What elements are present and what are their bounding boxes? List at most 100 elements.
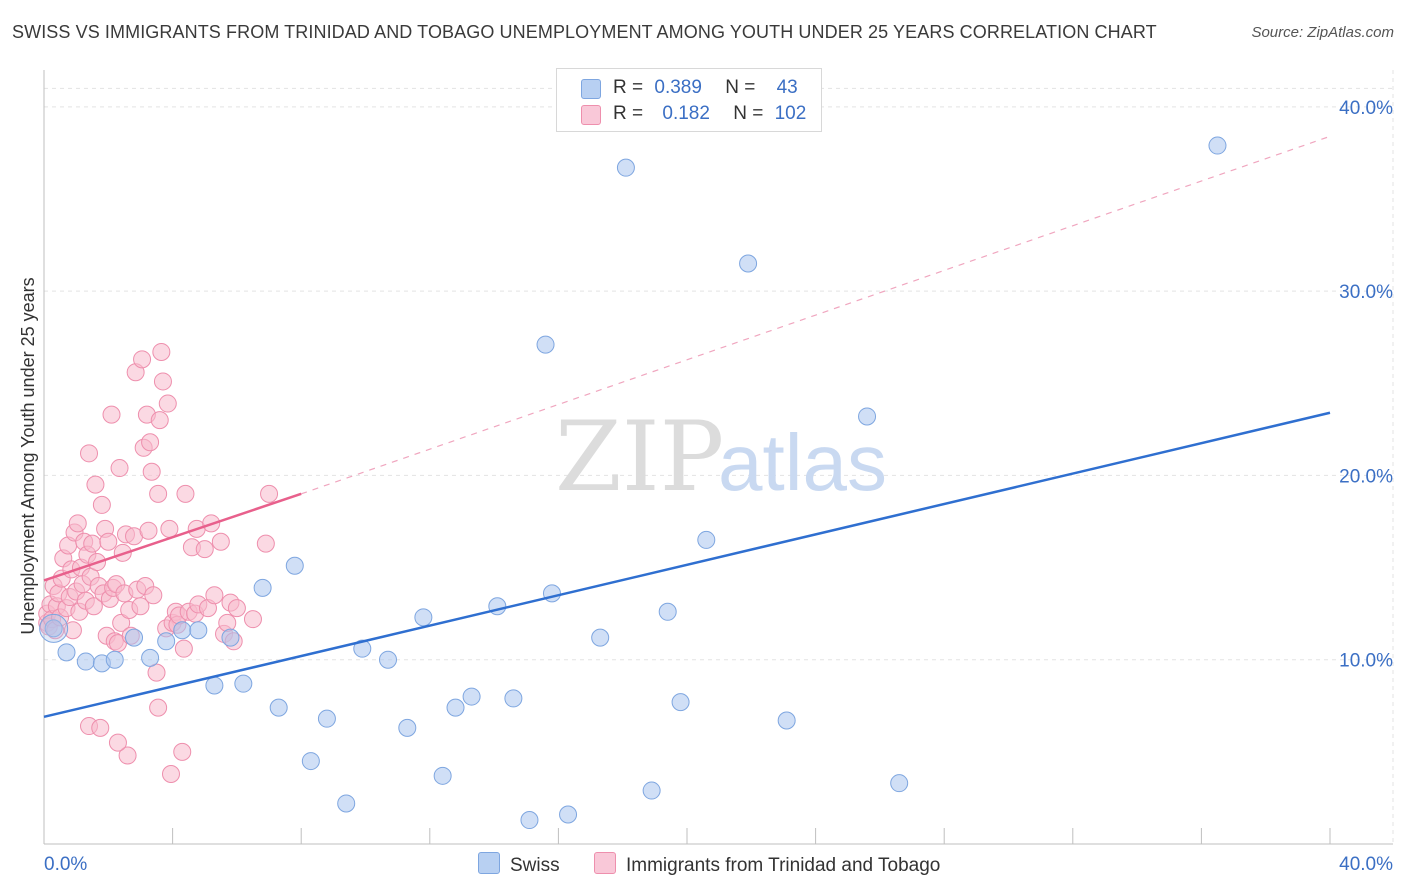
swiss-point xyxy=(253,578,272,597)
immigrants-point xyxy=(102,405,121,424)
swiss-point xyxy=(739,254,758,273)
swiss-point xyxy=(414,608,433,627)
immigrants-point xyxy=(144,586,163,605)
swiss-point xyxy=(462,687,481,706)
swiss-point xyxy=(44,619,63,638)
immigrants-point xyxy=(86,475,105,494)
swiss-point xyxy=(141,648,160,667)
y-axis-label: Unemployment Among Youth under 25 years xyxy=(18,277,38,634)
swiss-point xyxy=(57,643,76,662)
swiss-point xyxy=(616,158,635,177)
immigrants-point xyxy=(195,540,214,559)
immigrants-point xyxy=(91,718,110,737)
y-tick-label: 30.0% xyxy=(1339,282,1393,303)
immigrants-point xyxy=(152,342,171,361)
legend-r-label: R = xyxy=(613,103,644,124)
legend-n-label: N = xyxy=(725,77,756,98)
swiss-point xyxy=(658,602,677,621)
immigrants-point xyxy=(176,484,195,503)
swiss-point xyxy=(379,650,398,669)
correlation-legend: R = 0.389 N = 43 R = 0.182 N = 102 xyxy=(556,68,822,132)
immigrants-point xyxy=(153,372,172,391)
legend-n-label: N = xyxy=(733,103,764,124)
y-tick-label: 20.0% xyxy=(1339,466,1393,487)
immigrants-point xyxy=(80,444,99,463)
immigrants-point xyxy=(161,764,180,783)
x-tick-label-max: 40.0% xyxy=(1339,854,1393,875)
series-immigrants-points xyxy=(38,342,279,783)
swiss-point xyxy=(777,711,796,730)
immigrants-point xyxy=(160,519,179,538)
immigrants-point xyxy=(149,484,168,503)
immigrants-point xyxy=(110,459,129,478)
axes xyxy=(43,70,1393,845)
immigrants-point xyxy=(99,532,118,551)
immigrants-point xyxy=(158,394,177,413)
swiss-point xyxy=(559,805,578,824)
swiss-point xyxy=(398,718,417,737)
immigrants-point xyxy=(83,534,102,553)
immigrants-point xyxy=(260,484,279,503)
swiss-point xyxy=(205,676,224,695)
swiss-point xyxy=(642,781,661,800)
swiss-point xyxy=(520,811,539,830)
immigrants-point xyxy=(112,613,131,632)
immigrants-point xyxy=(149,698,168,717)
swiss-point xyxy=(189,621,208,640)
legend-n-value-immigrants: 102 xyxy=(774,103,807,124)
trend-line-swiss xyxy=(43,411,1331,719)
immigrants-point xyxy=(92,495,111,514)
bottom-legend-swiss: Swiss xyxy=(478,852,560,877)
swiss-point xyxy=(353,639,372,658)
immigrants-point xyxy=(118,746,137,765)
immigrants-point xyxy=(227,599,246,618)
bottom-legend-label-swiss: Swiss xyxy=(510,855,560,876)
swiss-point xyxy=(105,650,124,669)
swiss-point xyxy=(697,530,716,549)
immigrants-point xyxy=(218,613,237,632)
immigrants-point xyxy=(68,514,87,533)
swiss-point xyxy=(76,652,95,671)
watermark: ZIP atlas xyxy=(555,401,887,513)
trend-line-immigrants-extension xyxy=(301,135,1331,495)
swiss-point xyxy=(671,693,690,712)
watermark-zip: ZIP xyxy=(555,401,724,513)
immigrants-point xyxy=(108,733,127,752)
bottom-legend-immigrants: Immigrants from Trinidad and Tobago xyxy=(594,852,940,877)
swiss-point xyxy=(591,628,610,647)
watermark-atlas: atlas xyxy=(718,418,887,507)
swiss-point xyxy=(858,407,877,426)
immigrants-point xyxy=(174,639,193,658)
trend-line-immigrants xyxy=(43,492,302,582)
swiss-point xyxy=(446,698,465,717)
legend-swatch-swiss xyxy=(581,79,601,99)
y-tick-labels: 10.0% 20.0% 30.0% 40.0% xyxy=(1339,98,1393,672)
immigrants-point xyxy=(150,411,169,430)
immigrants-point xyxy=(205,586,224,605)
swiss-point xyxy=(317,709,336,728)
swiss-point xyxy=(337,794,356,813)
swiss-point xyxy=(221,628,240,647)
bottom-legend-label-immigrants: Immigrants from Trinidad and Tobago xyxy=(626,855,941,876)
y-tick-label: 40.0% xyxy=(1339,98,1393,119)
swiss-point xyxy=(173,621,192,640)
swiss-point xyxy=(1208,136,1227,155)
swiss-point xyxy=(125,628,144,647)
bottom-legend-swatch-swiss xyxy=(478,852,500,874)
swiss-point xyxy=(39,613,69,643)
trend-lines xyxy=(43,135,1331,719)
legend-n-value-swiss: 43 xyxy=(776,77,798,98)
immigrants-point xyxy=(84,597,103,616)
swiss-point xyxy=(504,689,523,708)
immigrants-point xyxy=(243,610,262,629)
immigrants-point xyxy=(131,597,150,616)
immigrants-point xyxy=(63,621,82,640)
immigrants-point xyxy=(141,433,160,452)
swiss-point xyxy=(157,632,176,651)
immigrants-point xyxy=(139,521,158,540)
swiss-point xyxy=(301,752,320,771)
legend-r-value-swiss: 0.389 xyxy=(654,77,702,98)
legend-r-value-immigrants: 0.182 xyxy=(662,103,710,124)
swiss-point xyxy=(285,556,304,575)
immigrants-point xyxy=(173,742,192,761)
